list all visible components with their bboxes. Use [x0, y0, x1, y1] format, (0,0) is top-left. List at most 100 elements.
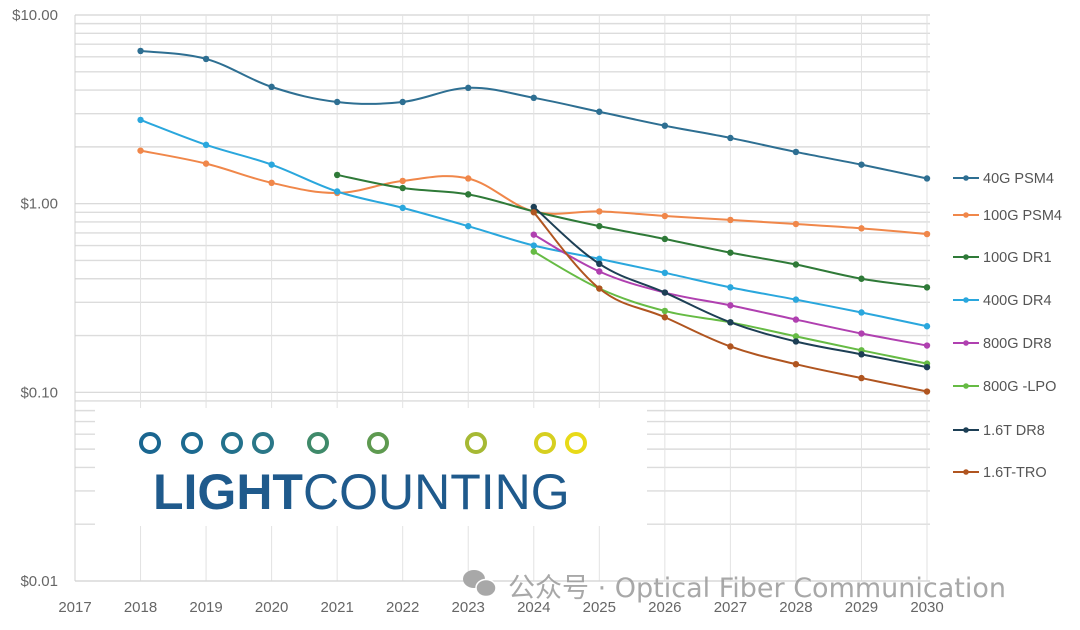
logo-circle: [252, 432, 274, 454]
series-line: [336, 173, 928, 289]
x-tick-label: 2018: [124, 599, 157, 616]
data-point: [727, 249, 734, 256]
data-point: [530, 248, 537, 255]
wechat-icon: [463, 570, 497, 598]
data-point: [465, 84, 472, 92]
legend-label: 100G DR1: [983, 250, 1052, 266]
data-point: [792, 261, 800, 268]
data-point: [530, 231, 537, 238]
legend-marker: [963, 175, 969, 181]
data-point: [530, 94, 537, 102]
y-tick-label: $0.01: [20, 573, 58, 590]
x-tick-label: 2025: [583, 599, 616, 616]
data-point: [268, 161, 275, 168]
data-point: [596, 268, 603, 275]
legend-item: 800G DR8: [953, 336, 1052, 352]
logo-circle: [367, 432, 389, 454]
x-tick-label: 2026: [648, 599, 681, 616]
data-point: [792, 148, 800, 156]
x-tick-label: 2029: [845, 599, 878, 616]
data-point: [596, 222, 603, 230]
x-tick-label: 2022: [386, 599, 419, 616]
legend-marker: [963, 469, 969, 475]
series-100g-dr1: [333, 171, 931, 291]
series-400g-dr4: [137, 116, 931, 330]
legend-item: 40G PSM4: [953, 171, 1054, 187]
data-point: [792, 360, 800, 368]
data-point: [727, 284, 734, 291]
data-point: [858, 330, 865, 337]
data-point: [399, 204, 406, 212]
data-point: [333, 171, 341, 179]
legend-marker: [963, 297, 969, 303]
data-point: [858, 275, 865, 282]
data-point: [923, 323, 931, 330]
logo-text: LIGHTCOUNTING: [153, 464, 570, 520]
data-point: [661, 307, 669, 315]
data-point: [333, 188, 341, 195]
data-point: [202, 160, 210, 167]
y-tick-label: $1.00: [20, 196, 58, 213]
data-point: [923, 342, 931, 349]
x-tick-label: 2017: [58, 599, 91, 616]
data-point: [661, 235, 669, 243]
legend-marker: [963, 212, 969, 218]
x-tick-label: 2020: [255, 599, 288, 616]
data-point: [923, 388, 931, 395]
data-point: [792, 338, 800, 345]
data-point: [202, 141, 210, 149]
data-point: [596, 255, 603, 263]
data-point: [661, 314, 669, 321]
data-point: [596, 208, 603, 215]
x-tick-label: 2019: [189, 599, 222, 616]
legend-item: 100G PSM4: [953, 208, 1062, 224]
series-1-6t-tro: [530, 209, 931, 395]
logo-circle: [139, 432, 161, 454]
data-point: [923, 284, 931, 291]
x-tick-label: 2027: [714, 599, 747, 616]
data-point: [661, 122, 669, 129]
data-point: [727, 134, 734, 142]
data-point: [792, 316, 800, 323]
logo-circle: [565, 432, 587, 454]
data-point: [530, 209, 537, 216]
legend-marker: [963, 427, 969, 433]
data-point: [858, 161, 865, 168]
y-tick-label: $0.10: [20, 384, 58, 401]
watermark-text: 公众号 · Optical Fiber Communication: [508, 573, 1006, 604]
data-point: [530, 203, 537, 211]
watermark: 公众号 · Optical Fiber Communication: [463, 570, 1006, 604]
data-point: [137, 147, 144, 154]
logo-circle: [465, 432, 487, 454]
data-point: [727, 319, 734, 326]
lightcounting-logo: LIGHTCOUNTING: [95, 408, 647, 526]
logo-circle: [181, 432, 203, 454]
data-point: [858, 351, 865, 358]
data-point: [465, 175, 472, 182]
x-tick-label: 2030: [910, 599, 943, 616]
data-point: [137, 47, 144, 55]
series-layer: [137, 47, 931, 395]
data-point: [923, 230, 931, 238]
data-point: [268, 83, 275, 91]
logo-text-regular: COUNTING: [303, 464, 570, 520]
data-point: [923, 175, 931, 182]
logo-text-bold: LIGHT: [153, 464, 303, 520]
data-point: [268, 179, 275, 187]
data-point: [596, 108, 603, 115]
logo-circle: [534, 432, 556, 454]
data-point: [596, 260, 603, 268]
data-point: [858, 225, 865, 232]
legend-item: 400G DR4: [953, 293, 1052, 309]
legend-label: 800G DR8: [983, 336, 1052, 352]
legend-label: 400G DR4: [983, 293, 1052, 309]
data-point: [399, 98, 406, 106]
data-point: [333, 98, 341, 106]
legend-label: 40G PSM4: [983, 171, 1054, 187]
legend-item: 100G DR1: [953, 250, 1052, 266]
data-point: [465, 191, 472, 198]
data-point: [858, 374, 865, 382]
legend-item: 800G -LPO: [953, 379, 1056, 395]
